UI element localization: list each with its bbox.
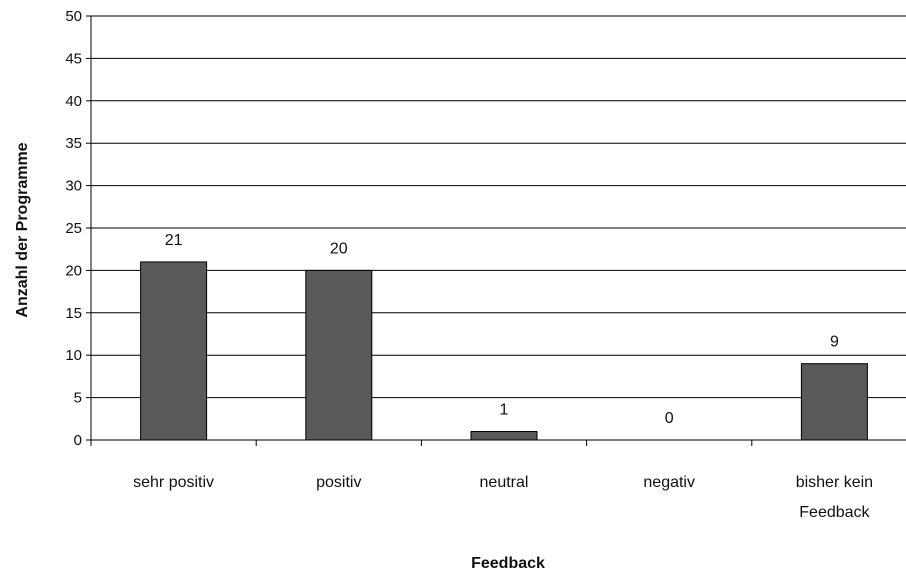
y-tick-label: 35 [65, 135, 82, 152]
x-tick-label: Feedback [799, 504, 870, 521]
data-label: 9 [830, 334, 839, 351]
bar [470, 431, 538, 441]
bar [140, 261, 208, 441]
data-label: 0 [665, 410, 674, 427]
data-label: 20 [330, 240, 348, 257]
gridlines [91, 15, 906, 399]
y-tick-label: 0 [74, 432, 82, 449]
x-tick-label: bisher kein [796, 474, 873, 491]
bars [140, 261, 868, 441]
y-tick-label: 50 [65, 8, 82, 25]
y-tick-label: 30 [65, 178, 82, 195]
y-tick-label: 25 [65, 220, 82, 237]
y-axis-title: Anzahl der Programme [14, 142, 31, 317]
y-tick-label: 40 [65, 93, 82, 110]
y-tick-label: 15 [65, 305, 82, 322]
x-tick-label: positiv [316, 474, 361, 491]
axes [86, 15, 906, 446]
y-tick-label: 5 [74, 390, 82, 407]
y-tick-label: 10 [65, 347, 82, 364]
data-label: 1 [500, 402, 509, 419]
x-axis-title: Feedback [471, 555, 545, 572]
y-tick-label: 20 [65, 262, 82, 279]
x-tick-label: negativ [643, 474, 695, 491]
data-label: 21 [165, 232, 183, 249]
x-tick-label: sehr positiv [133, 474, 214, 491]
x-tick-label: neutral [480, 474, 529, 491]
bar [305, 269, 373, 441]
y-tick-label: 45 [65, 50, 82, 67]
bar [800, 363, 868, 441]
